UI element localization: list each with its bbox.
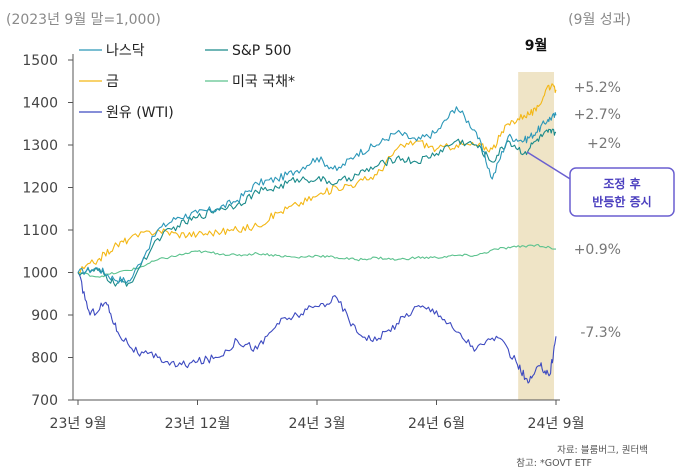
series-line: [78, 83, 557, 274]
x-tick-label: 24년 9월: [528, 416, 585, 432]
series-lines: [77, 83, 557, 384]
y-tick-label: 900: [31, 308, 58, 324]
y-tick-label: 1000: [22, 266, 58, 282]
legend-label: 원유 (WTI): [106, 105, 174, 121]
x-tick-label: 24년 3월: [289, 416, 346, 432]
legend-label: 나스닥: [106, 43, 145, 59]
callout-box: [569, 167, 675, 217]
y-tick-label: 1500: [22, 53, 58, 69]
series-line: [77, 272, 557, 384]
series-end-label: -7.3%: [580, 325, 621, 341]
legend-label: S&P 500: [232, 43, 291, 59]
legend-label: 미국 국채*: [232, 74, 295, 90]
callout: 조정 후 반등한 증시: [526, 151, 675, 217]
callout-pointer: [526, 151, 576, 183]
source-line-2: 참고: *GOVT ETF: [516, 458, 592, 469]
callout-line-2: 반등한 증시: [592, 194, 651, 209]
series-line: [77, 128, 557, 287]
subtitle-right: (9월 성과): [568, 12, 631, 28]
highlight-label: 9월: [525, 37, 548, 54]
x-tick-label: 24년 6월: [408, 416, 465, 432]
callout-line-1: 조정 후: [603, 176, 640, 191]
series-end-label: +5.2%: [574, 80, 621, 96]
y-tick-label: 800: [31, 351, 58, 367]
series-line: [77, 106, 557, 284]
y-tick-label: 1300: [22, 138, 58, 154]
x-tick-label: 23년 9월: [50, 416, 107, 432]
y-tick-label: 1400: [22, 96, 58, 112]
end-label-group: +2.7% +2% +5.2% +0.9% -7.3%: [574, 80, 621, 341]
legend-label: 금: [106, 74, 119, 90]
series-line: [77, 243, 556, 278]
y-tick-label: 700: [31, 393, 58, 409]
series-end-label: +2%: [587, 136, 621, 152]
x-tick-group: 23년 9월 23년 12월 24년 3월 24년 6월 24년 9월: [50, 400, 585, 432]
series-end-label: +0.9%: [574, 242, 621, 258]
y-tick-label: 1100: [22, 223, 58, 239]
y-tick-label: 1200: [22, 181, 58, 197]
y-tick-group: 700 800 900 1000 1100 1200 1300 1400 1500: [22, 53, 73, 409]
source-line-1: 자료: 블룸버그, 퀀터백: [557, 444, 648, 456]
subtitle-left: (2023년 9월 말=1,000): [6, 12, 161, 28]
x-tick-label: 23년 12월: [165, 416, 231, 432]
highlight-band: [518, 72, 555, 400]
series-end-label: +2.7%: [574, 107, 621, 123]
